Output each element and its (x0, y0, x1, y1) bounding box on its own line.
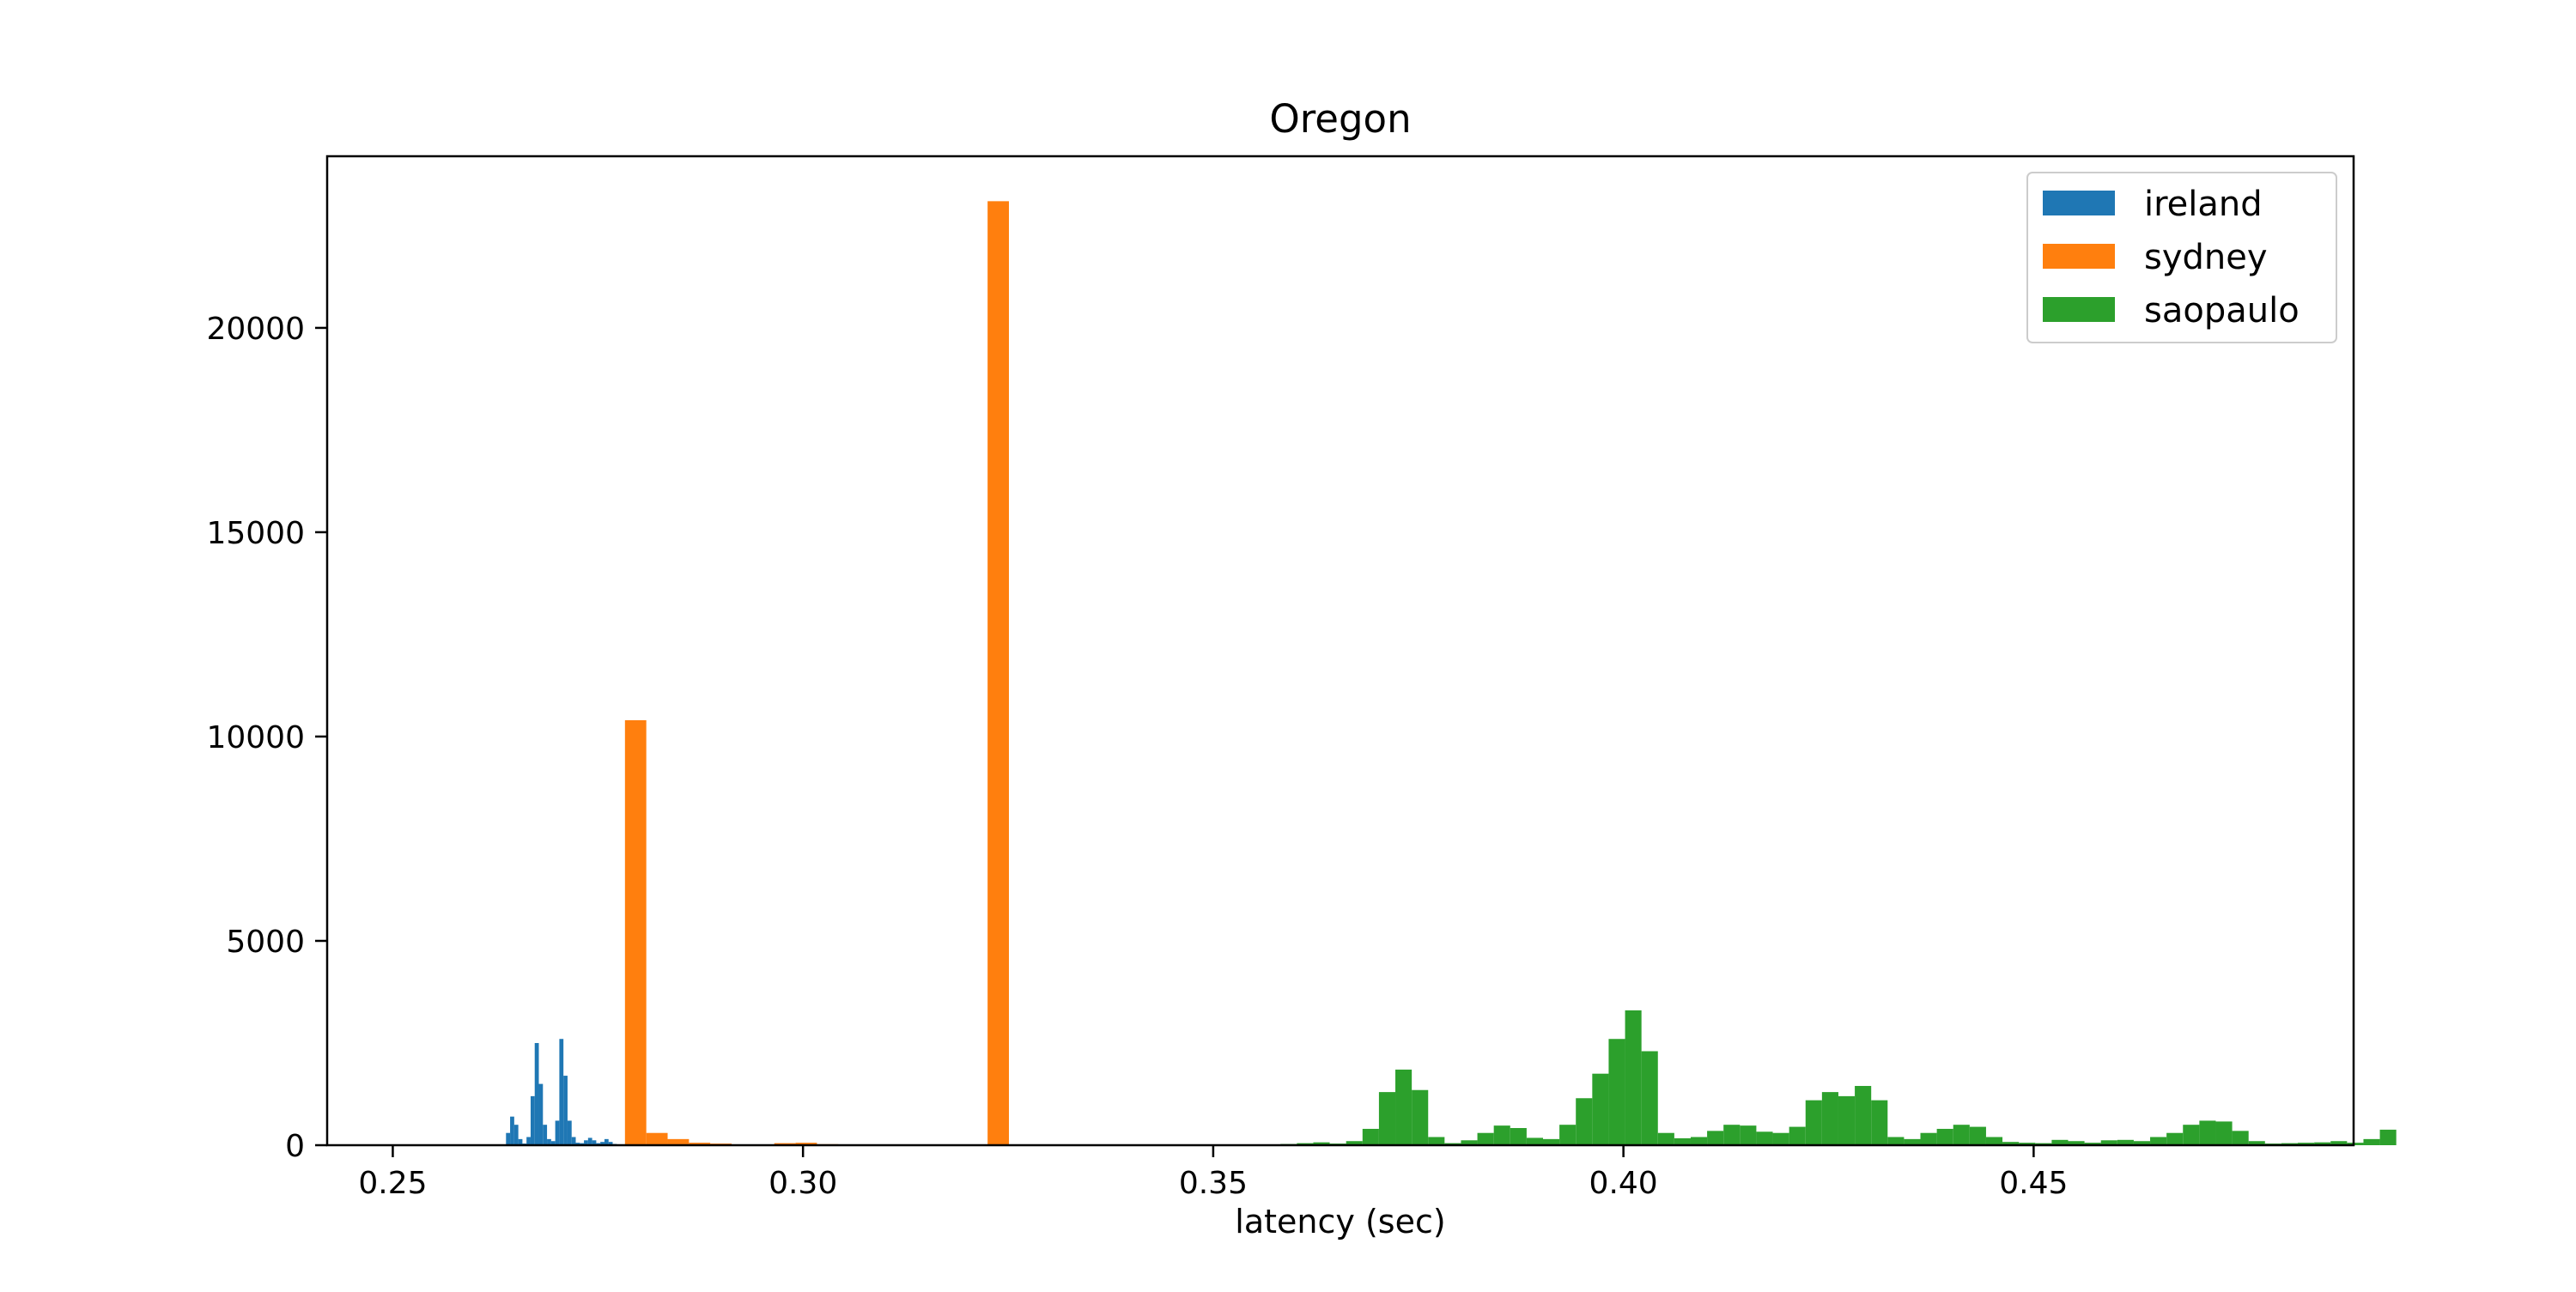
bar-saopaulo (2183, 1125, 2199, 1145)
legend-swatch (2043, 191, 2115, 215)
bar-ireland (568, 1120, 572, 1145)
bar-saopaulo (1789, 1127, 1806, 1145)
x-tick-label: 0.45 (1999, 1166, 2068, 1201)
bar-ireland (588, 1137, 592, 1145)
legend-entries: ireland sydney saopaulo (2043, 185, 2300, 331)
bar-saopaulo (2380, 1130, 2397, 1145)
legend-label: sydney (2144, 238, 2268, 277)
bar-saopaulo (1887, 1137, 1904, 1145)
bar-saopaulo (1510, 1128, 1527, 1145)
bar-saopaulo (1395, 1070, 1412, 1145)
bar-sydney (987, 201, 1009, 1145)
x-tick-label: 0.30 (769, 1166, 837, 1201)
bar-saopaulo (2150, 1137, 2166, 1145)
bar-saopaulo (2233, 1131, 2249, 1145)
bar-saopaulo (1363, 1129, 1379, 1145)
bar-saopaulo (1937, 1129, 1953, 1145)
bar-saopaulo (1773, 1133, 1789, 1145)
bar-saopaulo (1658, 1133, 1674, 1145)
bar-ireland (514, 1125, 519, 1145)
bar-saopaulo (1412, 1090, 1428, 1145)
bar-saopaulo (1723, 1125, 1740, 1145)
bar-ireland (510, 1117, 514, 1145)
bar-ireland (572, 1137, 576, 1145)
bar-saopaulo (1691, 1137, 1707, 1145)
bar-saopaulo (2199, 1120, 2215, 1145)
bar-saopaulo (1740, 1125, 1756, 1145)
bar-saopaulo (1576, 1098, 1592, 1145)
bar-ireland (526, 1137, 531, 1145)
y-tick-label: 5000 (226, 925, 305, 960)
bar-ireland (535, 1043, 539, 1145)
bar-saopaulo (2363, 1139, 2379, 1145)
bar-saopaulo (1428, 1137, 1444, 1145)
bar-ireland (559, 1039, 563, 1145)
y-tick-label: 0 (285, 1129, 305, 1164)
bar-saopaulo (1625, 1010, 1642, 1145)
legend-label: saopaulo (2144, 291, 2300, 331)
bar-saopaulo (1822, 1092, 1838, 1145)
x-tick-label: 0.25 (358, 1166, 427, 1201)
bar-saopaulo (1871, 1101, 1887, 1145)
bar-ireland (556, 1120, 560, 1145)
bar-saopaulo (1559, 1125, 1576, 1145)
bar-saopaulo (1494, 1125, 1510, 1145)
bar-ireland (543, 1125, 547, 1145)
chart-title: Oregon (1269, 96, 1411, 142)
bar-ireland (539, 1084, 544, 1145)
bar-saopaulo (1608, 1039, 1625, 1145)
x-tick-label: 0.35 (1179, 1166, 1248, 1201)
bar-saopaulo (2215, 1121, 2232, 1145)
bar-sydney (625, 720, 647, 1145)
bar-saopaulo (1921, 1133, 1937, 1145)
y-tick-label: 15000 (206, 516, 305, 551)
bar-saopaulo (1838, 1096, 1855, 1145)
bar-ireland (531, 1096, 535, 1145)
legend: ireland sydney saopaulo (2027, 173, 2336, 343)
bar-saopaulo (1970, 1127, 1986, 1145)
bar-sydney (647, 1133, 668, 1145)
bar-saopaulo (1756, 1131, 1772, 1145)
bar-saopaulo (2166, 1133, 2183, 1145)
bar-saopaulo (1527, 1137, 1543, 1145)
bar-saopaulo (1855, 1086, 1871, 1145)
bar-saopaulo (1986, 1137, 2002, 1145)
bar-ireland (563, 1076, 568, 1145)
x-axis-label: latency (sec) (1235, 1203, 1445, 1240)
bar-saopaulo (1592, 1074, 1608, 1145)
legend-swatch (2043, 297, 2115, 322)
y-tick-label: 10000 (206, 720, 305, 755)
legend-label: ireland (2144, 185, 2263, 224)
bar-ireland (506, 1133, 510, 1145)
bar-saopaulo (1642, 1052, 1658, 1145)
bar-saopaulo (1379, 1092, 1395, 1145)
bar-saopaulo (1707, 1131, 1723, 1145)
bar-saopaulo (1953, 1125, 1970, 1145)
x-tick-label: 0.40 (1589, 1166, 1658, 1201)
y-tick-label: 20000 (206, 312, 305, 347)
bar-saopaulo (1478, 1133, 1494, 1145)
legend-swatch (2043, 244, 2115, 269)
bar-saopaulo (1806, 1101, 1822, 1145)
